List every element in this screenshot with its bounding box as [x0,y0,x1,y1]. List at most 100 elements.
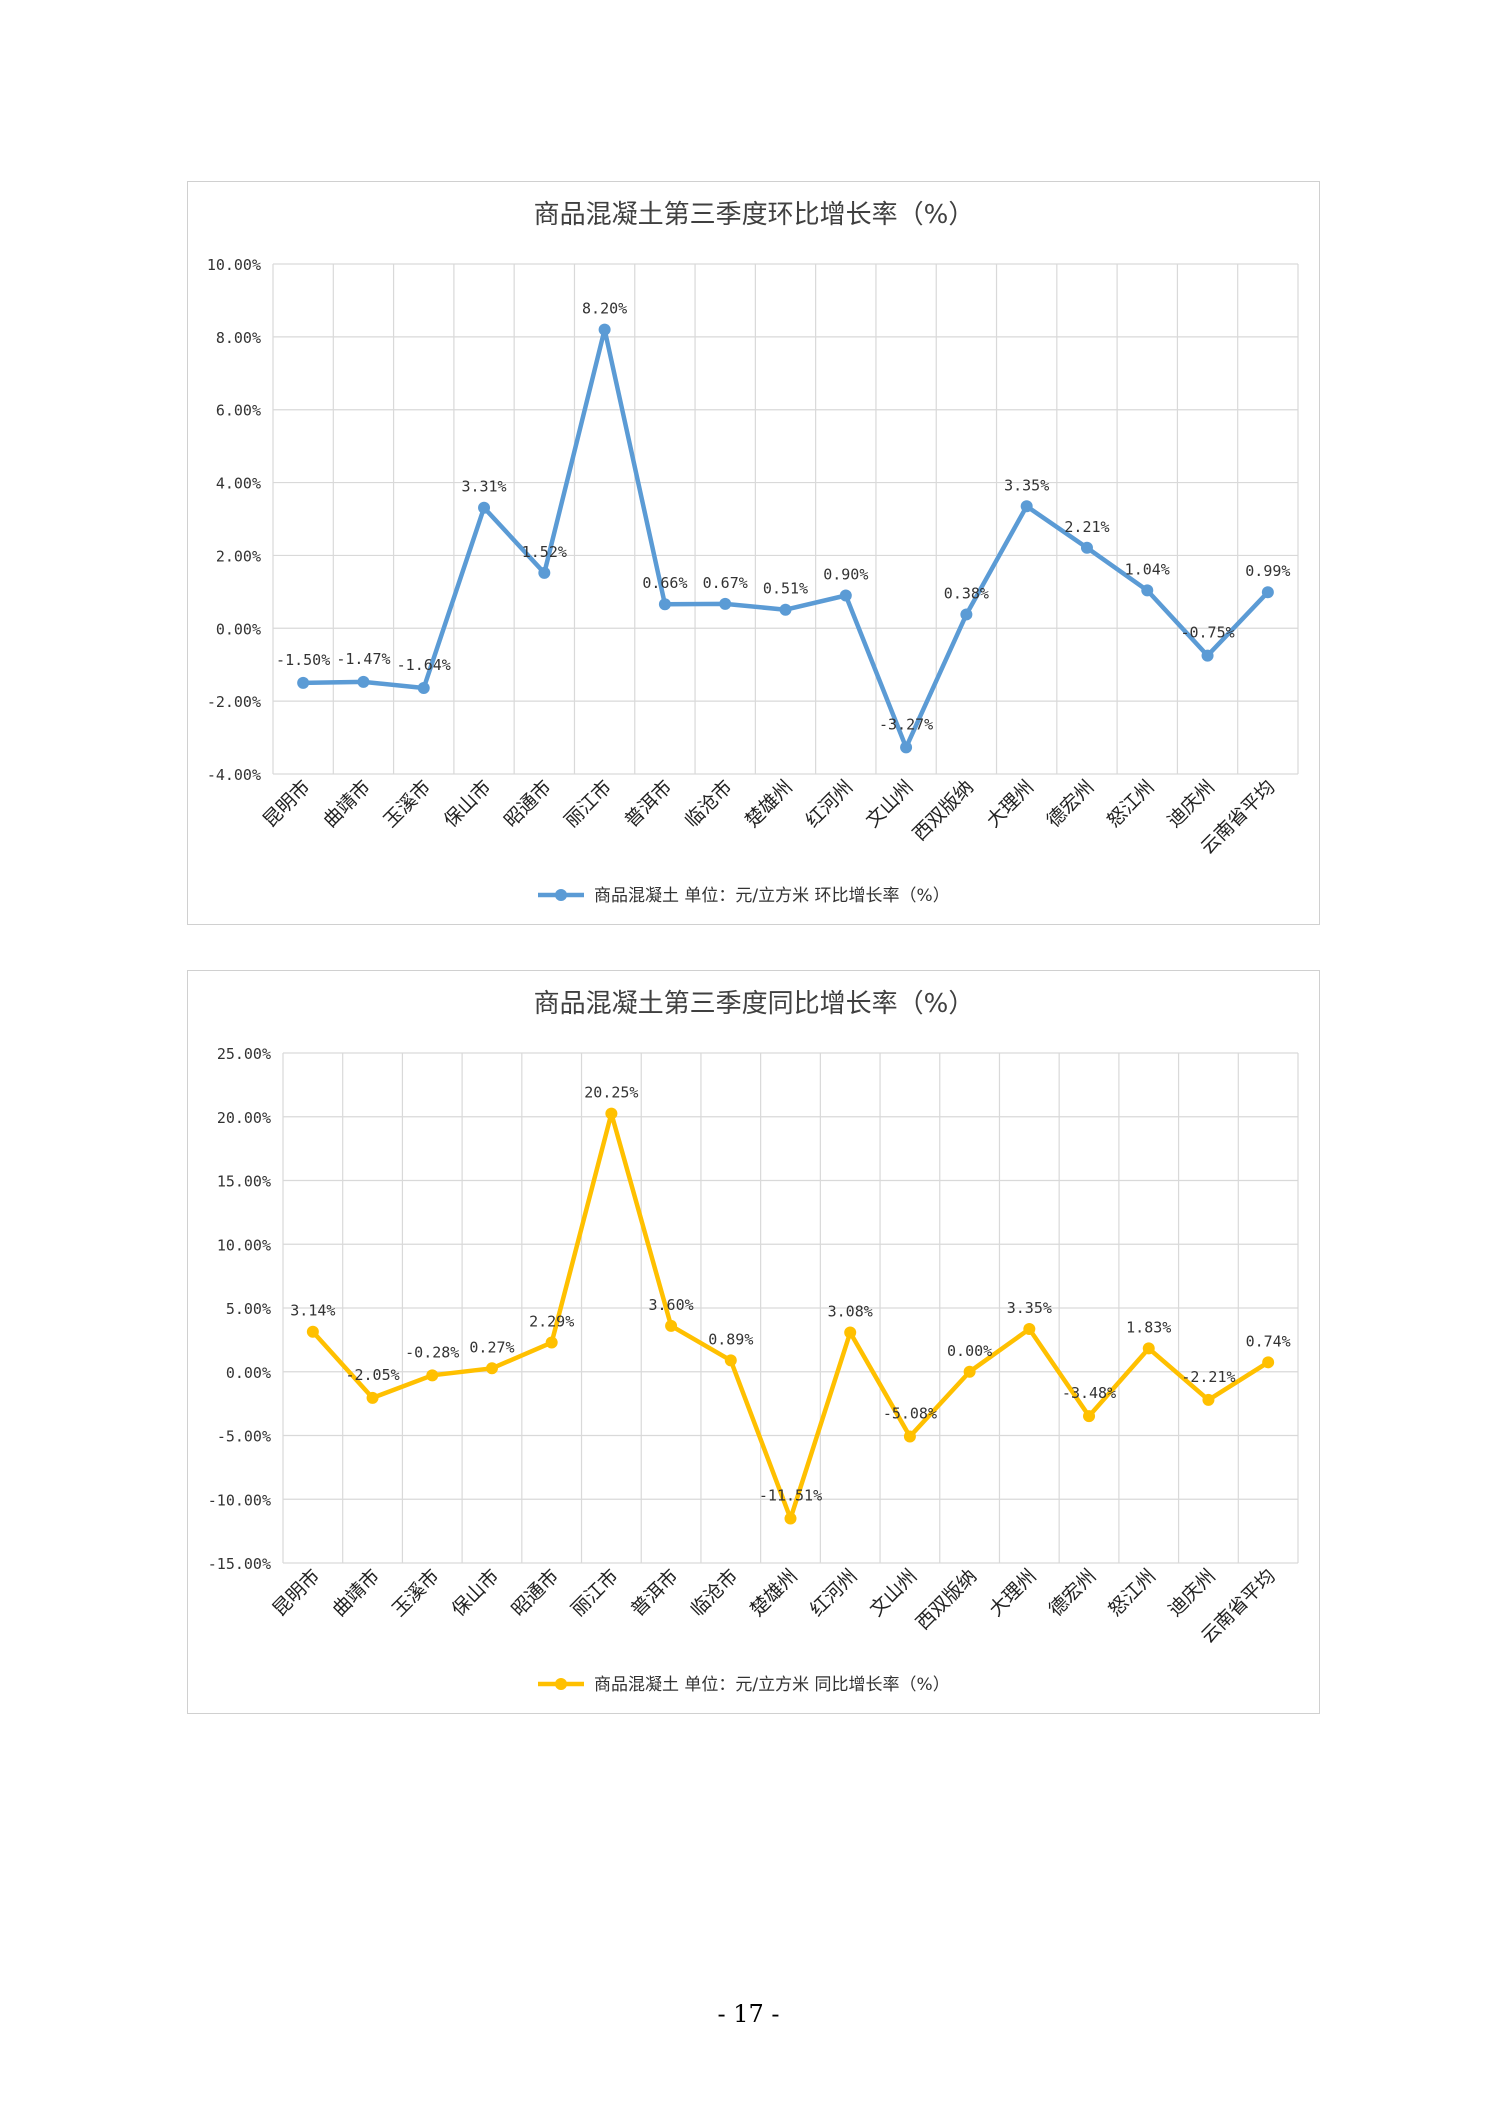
chart1-data-point [357,675,370,688]
chart1-data-point [900,741,913,754]
chart2-ytick-label: 15.00% [217,1173,271,1191]
chart1-xtick-label: 丽江市 [560,776,616,832]
chart2-data-label: -3.48% [1062,1384,1116,1402]
chart2-data-label: 0.74% [1246,1332,1291,1350]
chart1-xtick-label: 曲靖市 [319,776,375,832]
chart1-xtick-label: 西双版纳 [909,776,978,845]
chart2-data-point [426,1369,439,1382]
chart2-data-point [366,1391,379,1404]
chart1-data-label: 1.52% [522,543,567,561]
chart1-data-label: 3.35% [1004,476,1049,494]
chart2-data-label: -2.21% [1181,1368,1235,1386]
chart1-data-label: 1.04% [1125,560,1170,578]
chart2-ytick-label: -15.00% [208,1555,271,1573]
chart1-data-point [1201,649,1214,662]
chart2-xtick-label: 迪庆州 [1164,1565,1220,1621]
yoy-growth-chart: 商品混凝土第三季度同比增长率（%） 25.00% 20.00% 15.00% 10.00… [187,970,1320,1714]
chart2-xtick-label: 红河州 [806,1565,862,1621]
chart2-data-point [485,1362,498,1375]
chart2-ytick-label: -5.00% [217,1428,271,1446]
chart2-data-label: -2.05% [345,1366,399,1384]
chart2-data-point [665,1319,678,1332]
page-number: - 17 - [717,2000,780,2028]
chart2-data-label: 0.89% [708,1330,753,1348]
chart1-data-label: -1.47% [336,650,390,668]
chart1-xtick-label: 迪庆州 [1163,776,1219,832]
chart1-ytick-label: -4.00% [207,766,261,784]
chart2-data-point [1262,1356,1275,1369]
chart2-xtick-label: 楚雄州 [746,1565,802,1621]
chart2-ytick-label: 25.00% [217,1045,271,1063]
chart2-ytick-label: 10.00% [217,1236,271,1254]
chart1-xtick-label: 昆明市 [259,776,315,832]
chart2-ytick-label: 0.00% [226,1364,271,1382]
chart2-legend-label: 商品混凝土 单位：元/立方米 同比增长率（%） [594,1675,950,1695]
chart1-data-point [658,598,671,611]
chart1-data-point [719,597,732,610]
chart1-data-point [839,589,852,602]
chart2-legend-marker [555,1678,567,1690]
chart1-data-label: 0.66% [642,574,687,592]
chart2-data-label: -0.28% [405,1343,459,1361]
chart2-xtick-label: 文山州 [866,1565,922,1621]
chart1-ytick-label: 6.00% [216,402,261,420]
chart1-xtick-label: 昭通市 [500,776,556,832]
chart1-ytick-label: -2.00% [207,693,261,711]
chart2-data-point [784,1512,797,1525]
chart2-data-label: -11.51% [759,1487,822,1505]
chart2-xtick-label: 大理州 [985,1565,1041,1621]
chart2-data-label: 3.08% [828,1302,873,1320]
chart1-data-label: 0.38% [944,584,989,602]
chart1-ytick-label: 10.00% [207,256,261,274]
mom-growth-chart-svg: 商品混凝土第三季度环比增长率（%） 10.00% 8.00% 6.00% 4.00% 2.… [207,200,1299,906]
chart2-data-label: -5.08% [883,1405,937,1423]
chart2-xtick-label: 曲靖市 [328,1565,384,1621]
chart2-data-label: 3.35% [1007,1299,1052,1317]
chart1-data-label: -0.75% [1180,624,1234,642]
chart2-data-point [605,1107,618,1120]
chart2-data-point [844,1326,857,1339]
chart1-legend-marker [555,889,567,901]
chart2-xtick-label: 临沧市 [686,1565,742,1621]
chart1-data-label: 3.31% [461,478,506,496]
chart2-ytick-label: -10.00% [208,1491,271,1509]
chart2-series-line [310,1111,1271,1521]
chart2-data-point [306,1325,319,1338]
yoy-growth-chart-svg: 商品混凝土第三季度同比增长率（%） 25.00% 20.00% 15.00% 10.00… [208,989,1299,1695]
chart2-data-point [1142,1342,1155,1355]
chart2-data-point [545,1336,558,1349]
chart1-ytick-label: 0.00% [216,620,261,638]
chart2-xtick-label: 怒江州 [1104,1565,1160,1621]
chart2-data-point [963,1365,976,1378]
chart1-data-label: -1.50% [276,651,330,669]
chart1-xtick-label: 临沧市 [681,776,737,832]
chart2-data-point [724,1354,737,1367]
chart1-data-point [1261,586,1274,599]
chart1-xtick-label: 楚雄州 [741,776,797,832]
chart1-data-point [417,682,430,695]
chart2-xtick-label: 丽江市 [567,1565,623,1621]
chart1-data-label: 0.51% [763,580,808,598]
chart1-data-point [1141,584,1154,597]
chart2-data-label: 1.83% [1126,1318,1171,1336]
chart2-ytick-label: 5.00% [226,1300,271,1318]
chart1-legend-label: 商品混凝土 单位：元/立方米 环比增长率（%） [594,886,950,906]
chart1-xtick-label: 大理州 [982,776,1038,832]
chart2-data-label: 0.00% [947,1342,992,1360]
chart1-data-point [297,676,310,689]
chart2-data-label: 3.14% [290,1302,335,1320]
chart2-ytick-label: 20.00% [217,1109,271,1127]
chart1-ytick-label: 2.00% [216,547,261,565]
chart2-data-label: 2.29% [529,1313,574,1331]
chart1-data-point [1020,500,1033,513]
chart2-data-label: 0.27% [469,1338,514,1356]
chart2-data-label: 20.25% [584,1084,638,1102]
chart1-data-label: 0.67% [703,574,748,592]
chart1-xtick-label: 文山州 [862,776,918,832]
chart1-data-point [478,501,491,514]
chart2-xtick-label: 德宏州 [1045,1565,1101,1621]
chart2-data-point [1023,1323,1036,1336]
chart1-data-label: -3.27% [879,715,933,733]
chart2-xtick-label: 保山市 [448,1565,504,1621]
chart2-xtick-label: 西双版纳 [912,1565,981,1634]
